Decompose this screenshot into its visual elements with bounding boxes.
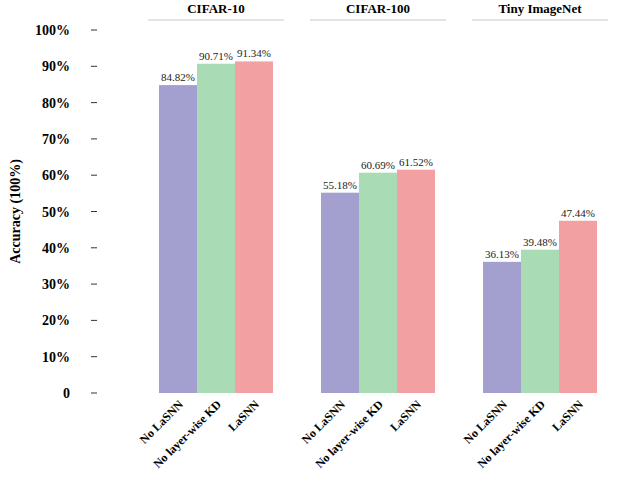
panel-title: CIFAR-10 [187,1,245,16]
x-tick-label: LaSNN [225,397,262,434]
bar [159,85,197,393]
chart: Accuracy (100%) 0 10% 20% 30% 40% 50% 60% 70% 80%… [0,0,640,488]
title-rule [148,19,284,20]
y-tick [91,102,97,103]
bar [397,170,435,393]
y-tick-label: 0 [63,386,70,401]
data-label: 47.44% [561,207,595,219]
bar [235,61,273,393]
y-tick [91,247,97,248]
y-tick [91,393,97,394]
y-tick-label: 80% [42,96,70,111]
bar [559,221,597,393]
data-label: 60.69% [361,159,395,171]
y-tick-label: 90% [42,59,70,74]
panel-title: CIFAR-100 [346,1,410,16]
data-label: 91.34% [237,47,271,59]
x-tick-label: No layer-wise KD [312,397,386,471]
y-tick-label: 20% [42,313,70,328]
data-label: 36.13% [485,248,519,260]
data-label: 84.82% [161,71,195,83]
y-tick [91,175,97,176]
y-tick-label: 100% [35,23,70,38]
title-rule [472,19,608,20]
y-tick-label: 40% [42,241,70,256]
y-tick [91,356,97,357]
data-label: 61.52% [399,156,433,168]
title-rule [310,19,446,20]
y-tick [91,138,97,139]
data-label: 55.18% [323,179,357,191]
y-tick [91,320,97,321]
bar [521,250,559,393]
data-label: 39.48% [523,236,557,248]
bar [197,64,235,393]
y-tick [91,284,97,285]
panel-title: Tiny ImageNet [498,1,582,16]
y-tick [91,211,97,212]
bars [159,61,597,393]
y-tick-label: 30% [42,277,70,292]
data-label: 90.71% [199,50,233,62]
bar [321,193,359,393]
bar [483,262,521,393]
y-axis-label: Accuracy (100%) [8,159,24,264]
y-tick-label: 10% [42,350,70,365]
y-tick-label: 70% [42,132,70,147]
y-tick-label: 50% [42,205,70,220]
x-tick-label: LaSNN [387,397,424,434]
y-tick [91,30,97,31]
y-tick [91,66,97,67]
x-tick-label: No layer-wise KD [150,397,224,471]
y-tick-label: 60% [42,168,70,183]
x-tick-label: No layer-wise KD [474,397,548,471]
x-tick-label: LaSNN [549,397,586,434]
bar [359,173,397,393]
